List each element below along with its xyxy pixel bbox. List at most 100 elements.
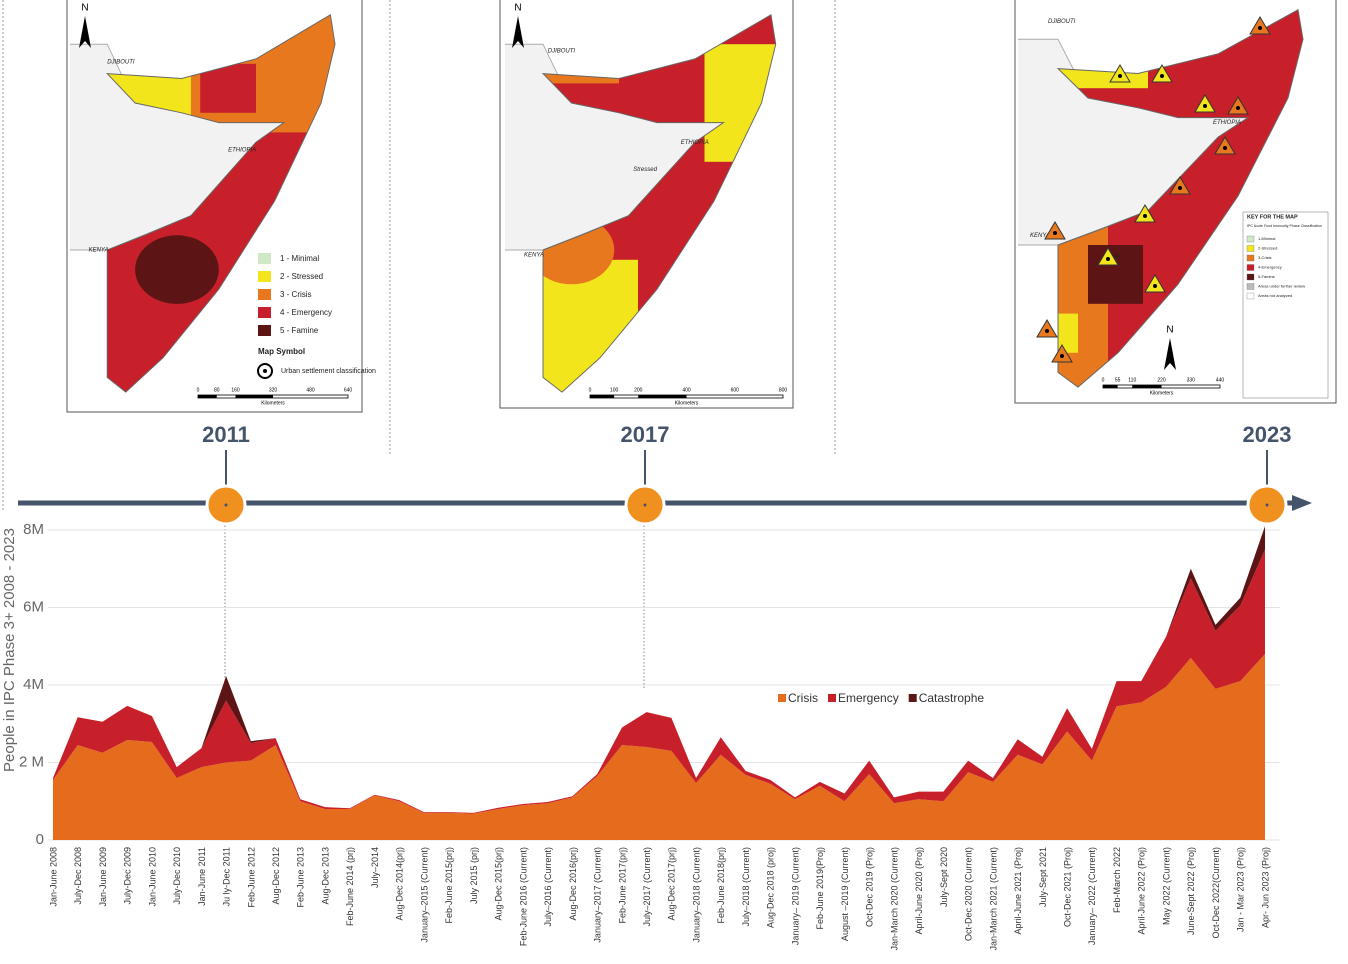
map-label: KENYA: [1030, 233, 1050, 239]
y-tick-label: 4M: [23, 676, 44, 693]
legend-swatch: [1246, 254, 1255, 262]
x-tick-label: Oct-Dec 2019 (Proj): [865, 847, 875, 927]
x-tick-label: July–2018 (Current): [741, 847, 751, 927]
x-tick-label: Oct-Dec 2022(Current): [1211, 847, 1221, 939]
x-tick-label: Jan-March 2021 (Current): [988, 847, 998, 951]
settlement-symbol: [1194, 94, 1216, 113]
scale-unit: Kilometers: [261, 400, 285, 406]
legend-swatch: [1246, 264, 1255, 271]
timeline-dot: [224, 503, 228, 507]
x-tick-label: July–2016 (Current): [543, 847, 553, 927]
north-label: N: [1166, 325, 1173, 336]
timeline-year: 2017: [621, 422, 670, 447]
legend-label: 2-Stressed: [1258, 246, 1277, 251]
map-label: ETHIOPIA: [1213, 120, 1241, 126]
settlement-symbol: [1045, 329, 1049, 333]
x-tick-label: Feb-June 2018(prj): [716, 847, 726, 924]
legend-label: 4 - Emergency: [280, 308, 332, 317]
x-tick-label: January– 2019 (Current): [790, 847, 800, 945]
scale-label: 440: [1216, 377, 1225, 383]
symbol-title: Map Symbol: [258, 347, 305, 356]
north-arrow: [79, 16, 91, 48]
legend-label: Catastrophe: [919, 691, 985, 705]
x-tick-label: Feb-June 2015(prj): [444, 847, 454, 924]
x-tick-label: Feb-June 2019(Proj): [815, 847, 825, 930]
x-tick-label: July–2014: [370, 847, 380, 888]
scale-label: 110: [1128, 377, 1136, 383]
settlement-symbol: [1109, 64, 1131, 83]
x-tick-label: Aug-Dec 2013: [320, 847, 330, 905]
timeline-year: 2023: [1243, 422, 1292, 447]
key-subtitle: IPC Acute Food Insecurity Phase Classifi…: [1247, 224, 1322, 228]
x-tick-label: July-Dec 2010: [172, 847, 182, 905]
legend-swatch: [258, 271, 271, 282]
x-tick-label: Aug-Dec 2018 (proj): [766, 847, 776, 928]
y-axis-title: People in IPC Phase 3+ 2008 - 2023: [1, 528, 18, 772]
x-tick-label: Aug-Dec 2015(prj): [494, 847, 504, 921]
settlement-symbol: [1118, 74, 1122, 78]
x-tick-label: Feb-June 2013: [296, 847, 306, 908]
legend-label: 2 - Stressed: [280, 272, 323, 281]
scale-unit: Kilometers: [1150, 390, 1174, 396]
timeline-dot: [643, 503, 647, 507]
legend-label: 3-Crisis: [1258, 255, 1272, 260]
chart: 0 2 M 4M 6M 8M People in IPC Phase 3+ 2008 - …: [1, 521, 1280, 951]
legend-swatch: [778, 694, 786, 702]
settlement-symbol: [1227, 96, 1249, 115]
scale-label: 320: [269, 387, 278, 393]
settlement-symbol: [1223, 146, 1227, 150]
x-tick-label: June-Sept 2022 (Proj): [1186, 847, 1196, 935]
x-tick-label: April-June 2021 (Proj): [1013, 847, 1023, 935]
x-tick-label: Feb-June 2014 (prj): [345, 847, 355, 926]
area-series: [53, 654, 1265, 840]
key-box: [1242, 211, 1329, 399]
settlement-symbol: [1160, 74, 1164, 78]
scale-unit: Kilometers: [675, 400, 699, 406]
x-tick-label: Aug-Dec 2016(prj): [568, 847, 578, 921]
settlement-symbol: [1249, 16, 1271, 35]
x-tick-label: Jan-June 2009: [98, 847, 108, 907]
settlement-symbol: [1258, 26, 1262, 30]
legend-swatch: [908, 694, 917, 702]
map-label: DJIBOUTI: [107, 59, 135, 65]
maps: DJIBOUTI ETHIOPIA KENYA N 0 80 160 320 480 640 Kil…: [66, 0, 1337, 413]
legend-label: Emergency: [838, 691, 899, 705]
north-label: N: [514, 3, 521, 14]
region: [135, 235, 219, 304]
legend-swatch: [1246, 235, 1255, 243]
scale-label: 80: [214, 387, 220, 393]
settlement-symbol: [1236, 106, 1240, 110]
settlement-symbol: [1153, 284, 1157, 288]
country-border: [1056, 9, 1304, 388]
x-tick-label: Feb-June 2016 (Current): [518, 847, 528, 946]
legend-swatch: [828, 694, 836, 702]
x-tick-label: January–2018 (Current): [691, 847, 701, 943]
legend-swatch: [1246, 292, 1255, 300]
map-label: ETHIOPIA: [228, 148, 256, 154]
scale-label: 55: [1115, 377, 1121, 383]
north-label: N: [81, 3, 88, 14]
x-tick-label: January– 2022 (Current): [1087, 847, 1097, 945]
timeline-dot: [1265, 503, 1269, 507]
x-tick-label: April-June 2020 (Proj): [914, 847, 924, 935]
x-tick-label: Aug-Dec 2014(prj): [395, 847, 405, 921]
settlement-symbol: [1144, 274, 1166, 293]
scale-label: 0: [589, 387, 592, 393]
scale-label: 220: [1157, 377, 1166, 383]
settlement-symbol: [1178, 186, 1182, 190]
scale-label: 800: [779, 387, 788, 393]
settlement-symbol: [1203, 104, 1207, 108]
country-border: [541, 14, 777, 393]
x-tick-label: Jan - Mar 2023 (Proj): [1236, 847, 1246, 932]
scale-label: 160: [231, 387, 240, 393]
scale-label: 100: [610, 387, 619, 393]
x-tick-label: Jan-June 2011: [197, 847, 207, 906]
legend-swatch: [1246, 283, 1255, 290]
settlement-symbol: [1044, 221, 1066, 240]
legend-swatch: [1246, 273, 1255, 281]
x-tick-label: July-Sept 2020: [939, 847, 949, 907]
settlement-symbol: [1051, 344, 1073, 363]
scale-label: 480: [306, 387, 315, 393]
legend-label: 1 - Minimal: [280, 254, 319, 263]
region: [200, 63, 256, 113]
